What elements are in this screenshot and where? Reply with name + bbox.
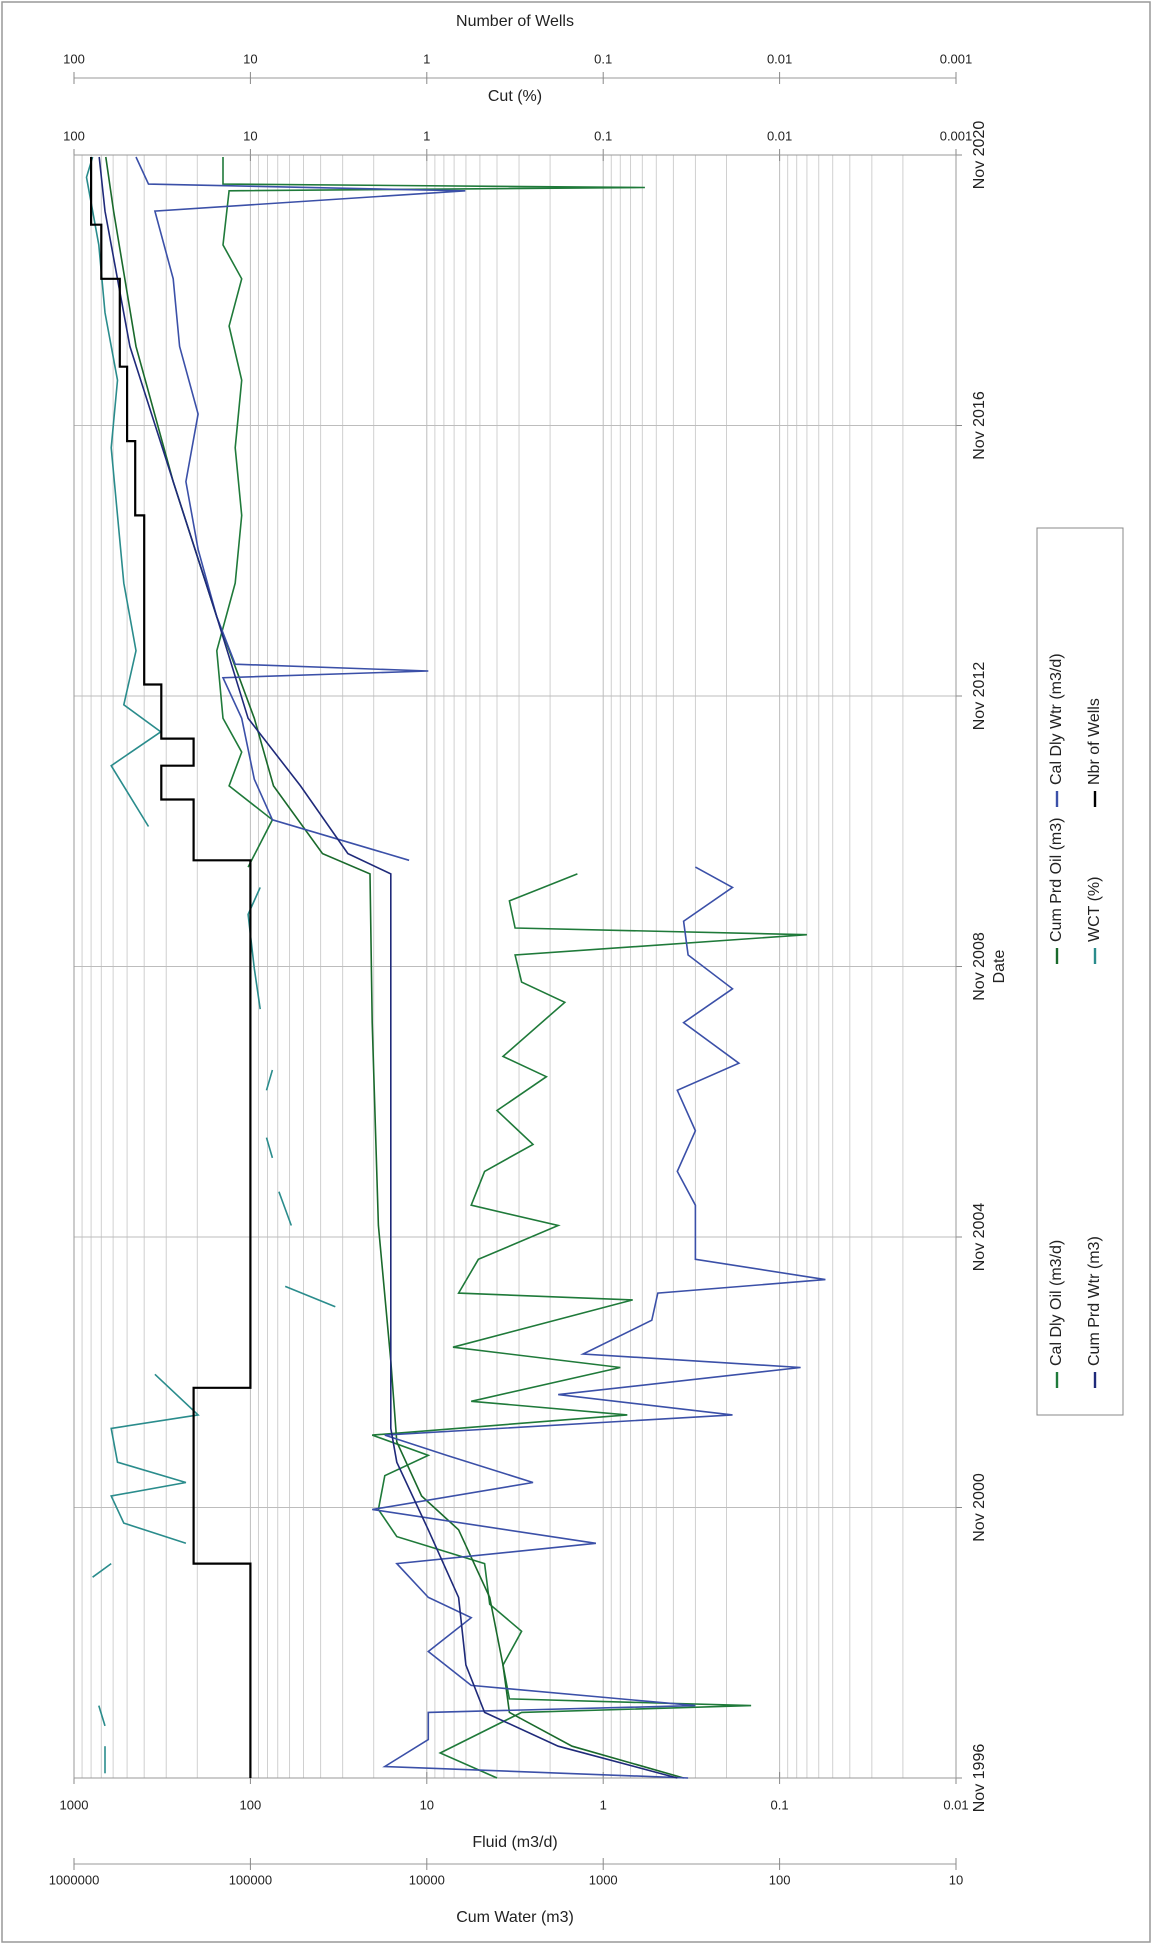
legend-label: Cal Dly Wtr (m3/d)	[1048, 653, 1065, 785]
y-tick-label: 1	[423, 128, 430, 143]
y-tick-label: 10	[243, 51, 257, 66]
y-tick-label: 10	[949, 1872, 963, 1887]
legend-box	[1036, 527, 1124, 1416]
legend-label: WCT (%)	[1086, 877, 1103, 942]
series-line	[98, 1705, 106, 1727]
series-line	[284, 1285, 336, 1308]
y-axis-title: Cut (%)	[488, 88, 542, 105]
y-tick-label: 0.01	[943, 1797, 968, 1812]
y-tick-label: 10	[243, 128, 257, 143]
series-line	[371, 873, 807, 1779]
y-tick-label: 1000	[589, 1872, 618, 1887]
y-tick-label: 0.1	[594, 51, 612, 66]
y-tick-label: 0.01	[767, 51, 792, 66]
series-line	[135, 156, 466, 862]
y-tick-label: 100	[63, 51, 85, 66]
series-line	[90, 157, 252, 1778]
y-tick-label: 0.001	[940, 51, 973, 66]
series-line	[110, 1373, 200, 1545]
legend-label: Cal Dly Oil (m3/d)	[1048, 1240, 1065, 1366]
x-axis-title: Date	[991, 950, 1008, 984]
x-tick-label: Nov 2004	[971, 1203, 988, 1272]
legend-label: Cum Prd Oil (m3)	[1048, 818, 1065, 942]
y-tick-label: 100	[240, 1797, 262, 1812]
x-tick-label: Nov 2000	[971, 1473, 988, 1542]
series-line	[278, 1191, 293, 1226]
series-line	[265, 1069, 274, 1091]
y-axis-title: Number of Wells	[456, 13, 574, 30]
series-line	[98, 156, 678, 1779]
y-tick-label: 1000000	[49, 1872, 100, 1887]
y-tick-label: 0.1	[771, 1797, 789, 1812]
y-tick-label: 1	[423, 51, 430, 66]
plot-area	[73, 154, 957, 1779]
y-tick-label: 1000	[60, 1797, 89, 1812]
series-line	[372, 866, 826, 1779]
y-tick-label: 0.001	[940, 128, 973, 143]
y-tick-label: 100000	[229, 1872, 272, 1887]
series-line	[215, 157, 645, 868]
x-tick-label: Nov 1996	[971, 1744, 988, 1813]
y-tick-label: 0.1	[594, 128, 612, 143]
y-tick-label: 1	[600, 1797, 607, 1812]
series-line	[265, 1137, 274, 1159]
y-axis-title: Cum Water (m3)	[456, 1909, 574, 1926]
y-tick-label: 10	[420, 1797, 434, 1812]
y-tick-label: 10000	[409, 1872, 445, 1887]
x-tick-label: Nov 2008	[971, 932, 988, 1001]
series-line	[92, 1562, 112, 1578]
y-tick-label: 100	[769, 1872, 791, 1887]
x-tick-label: Nov 2020	[971, 121, 988, 190]
x-tick-label: Nov 2012	[971, 662, 988, 731]
x-tick-label: Nov 2016	[971, 391, 988, 460]
legend-label: Cum Prd Wtr (m3)	[1086, 1236, 1103, 1366]
y-axis-title: Fluid (m3/d)	[472, 1834, 557, 1851]
legend-label: Nbr of Wells	[1086, 698, 1103, 785]
y-tick-label: 0.01	[767, 128, 792, 143]
y-tick-label: 100	[63, 128, 85, 143]
